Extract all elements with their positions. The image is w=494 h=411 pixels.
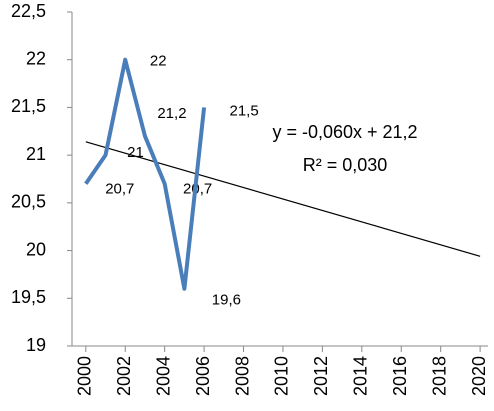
y-tick-label: 20,5: [11, 192, 46, 212]
data-label: 21: [127, 144, 144, 161]
x-tick-label: 2014: [351, 356, 371, 396]
data-label: 21,5: [229, 102, 258, 119]
x-tick-label: 2020: [469, 356, 489, 396]
y-tick-label: 20: [26, 239, 46, 259]
x-tick-label: 2018: [429, 356, 449, 396]
y-tick-label: 19: [26, 335, 46, 355]
trendline: [85, 141, 481, 257]
y-tick-label: 19,5: [11, 287, 46, 307]
y-tick-label: 21: [26, 144, 46, 164]
x-tick-label: 2002: [114, 356, 134, 396]
data-label: 20,7: [183, 181, 212, 198]
x-tick-label: 2006: [193, 356, 213, 396]
x-tick-label: 2016: [390, 356, 410, 396]
x-tick-label: 2008: [232, 356, 252, 396]
data-label: 20,7: [105, 181, 134, 198]
data-label: 19,6: [212, 292, 241, 309]
y-tick-label: 22,5: [11, 1, 46, 21]
x-tick-label: 2012: [311, 356, 331, 396]
data-line: [84, 57, 207, 291]
data-label: 21,2: [157, 105, 186, 122]
trend-equation: y = -0,060x + 21,2: [272, 122, 417, 142]
x-tick-label: 2004: [153, 356, 173, 396]
x-tick-label: 2000: [75, 356, 95, 396]
y-tick-label: 22: [26, 48, 46, 68]
x-tick-label: 2010: [272, 356, 292, 396]
r-squared: R² = 0,030: [303, 155, 388, 175]
y-tick-label: 21,5: [11, 96, 46, 116]
data-label: 22: [150, 53, 167, 70]
